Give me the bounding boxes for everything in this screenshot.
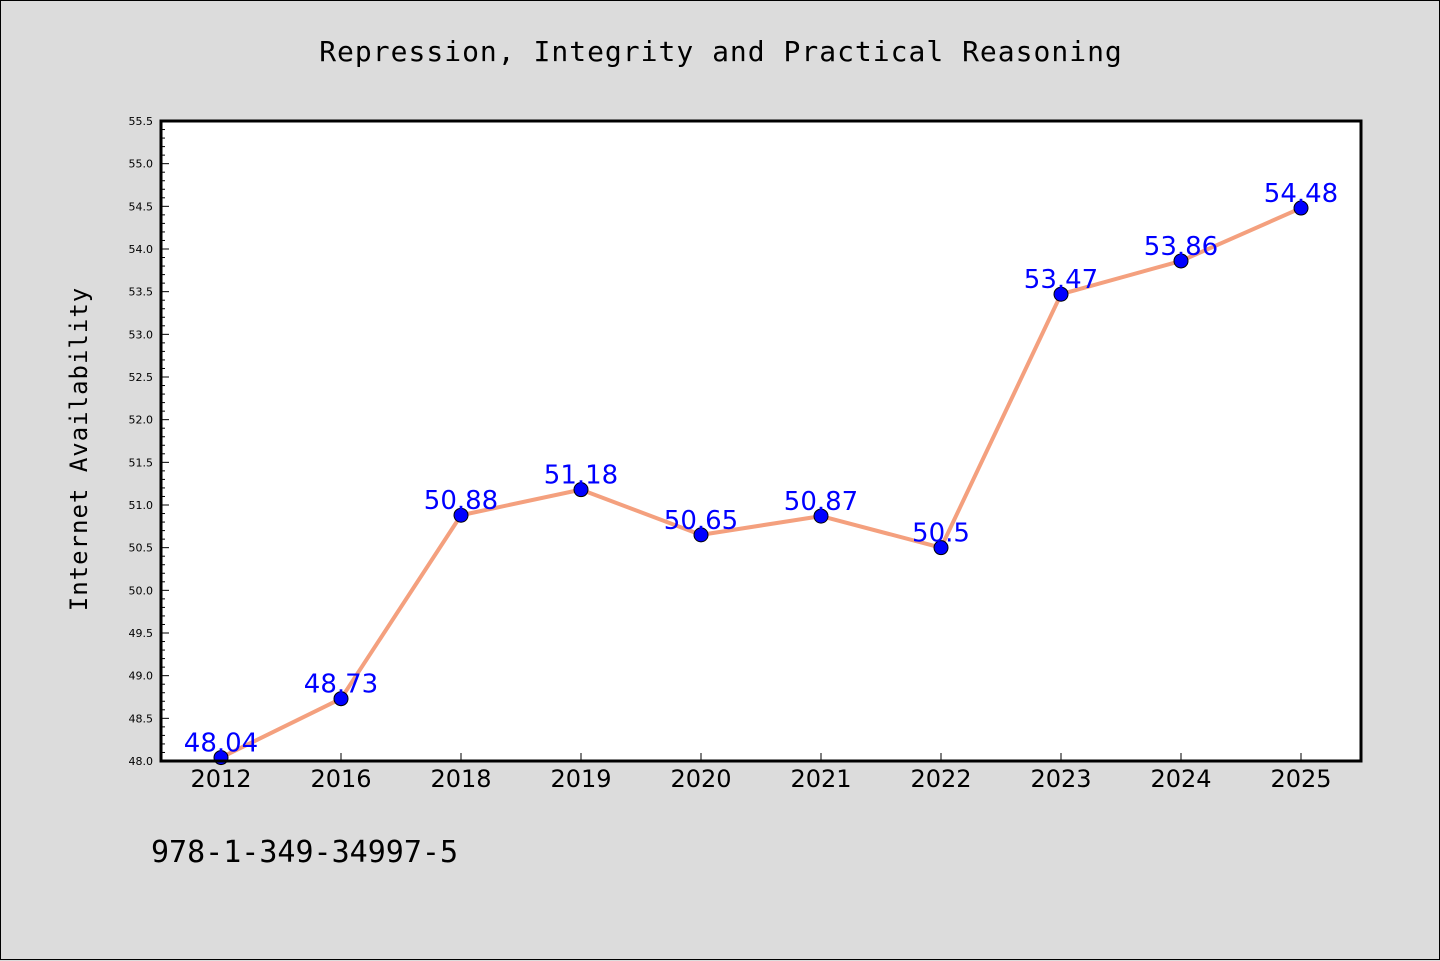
x-tick-label: 2021	[790, 765, 851, 793]
y-tick-label: 48.0	[129, 755, 154, 768]
footer-code: 978-1-349-34997-5	[151, 835, 459, 870]
x-tick-label: 2024	[1150, 765, 1211, 793]
y-tick-label: 49.0	[129, 670, 154, 683]
data-point	[813, 508, 829, 524]
data-point	[1293, 200, 1309, 216]
data-point	[1053, 286, 1069, 302]
data-label: 54.48	[1264, 179, 1338, 209]
y-tick-label: 53.0	[129, 328, 154, 341]
plot-area	[161, 121, 1361, 761]
data-label: 50.5	[912, 519, 970, 549]
data-label: 48.04	[184, 729, 258, 759]
series-line	[220, 206, 1302, 760]
data-label: 53.47	[1024, 265, 1098, 295]
y-tick-label: 52.0	[129, 414, 154, 427]
x-tick-label: 2012	[190, 765, 251, 793]
x-tick-label: 2025	[1270, 765, 1331, 793]
y-tick-label: 54.5	[129, 200, 154, 213]
data-point	[333, 691, 349, 707]
y-tick-label: 49.5	[129, 627, 154, 640]
data-point	[693, 527, 709, 543]
y-tick-label: 53.5	[129, 286, 154, 299]
data-label: 48.73	[304, 670, 378, 700]
y-tick-label: 50.5	[129, 542, 154, 555]
data-point	[933, 540, 949, 556]
plot-border	[159, 119, 1363, 763]
y-tick-label: 54.0	[129, 243, 154, 256]
y-tick-label: 48.5	[129, 712, 154, 725]
x-tick-label: 2016	[310, 765, 371, 793]
data-point	[1173, 253, 1189, 269]
data-label: 50.65	[664, 506, 738, 536]
y-tick-label: 51.0	[129, 499, 154, 512]
y-tick-label: 55.0	[129, 158, 154, 171]
x-tick-label: 2020	[670, 765, 731, 793]
y-tick-label: 50.0	[129, 584, 154, 597]
data-point	[453, 507, 469, 523]
x-tick-label: 2018	[430, 765, 491, 793]
y-tick-label: 52.5	[129, 371, 154, 384]
chart-title: Repression, Integrity and Practical Reas…	[319, 35, 1123, 68]
data-label: 50.87	[784, 487, 858, 517]
x-tick-label: 2023	[1030, 765, 1091, 793]
x-tick-label: 2022	[910, 765, 971, 793]
data-label: 53.86	[1144, 232, 1218, 262]
data-point	[573, 482, 589, 498]
y-tick-label: 51.5	[129, 456, 154, 469]
data-label: 51.18	[544, 461, 618, 491]
x-tick-label: 2019	[550, 765, 611, 793]
y-tick-label: 55.5	[129, 115, 154, 128]
data-label: 50.88	[424, 486, 498, 516]
